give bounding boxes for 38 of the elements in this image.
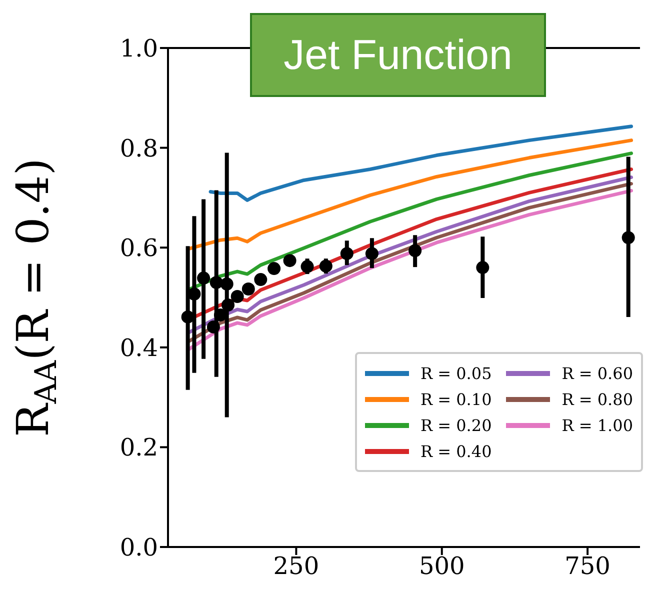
x-tick-label: 250	[273, 552, 320, 580]
y-tick-label: 0.6	[120, 234, 158, 262]
point	[254, 273, 268, 286]
legend-label: R = 0.20	[420, 416, 492, 434]
point	[408, 244, 422, 258]
point	[222, 298, 235, 312]
point	[300, 260, 314, 274]
legend-label: R = 1.00	[562, 416, 633, 434]
point	[340, 247, 354, 260]
y-tick-label: 0.0	[120, 534, 158, 562]
y-tick-label: 1.0	[120, 34, 158, 63]
legend-label: R = 0.60	[562, 364, 633, 382]
point	[476, 261, 490, 274]
y-tick-label: 0.2	[120, 434, 158, 462]
point	[214, 308, 227, 322]
x-tick-label: 500	[418, 552, 465, 580]
point	[220, 278, 234, 291]
point	[197, 272, 210, 285]
x-tick-label: 750	[564, 552, 610, 580]
legend-label: R = 0.05	[420, 364, 492, 382]
point	[365, 247, 378, 260]
chart-title: Jet Function	[250, 13, 546, 97]
point	[622, 231, 635, 244]
line-series	[208, 124, 634, 202]
legend-label: R = 0.40	[420, 442, 492, 460]
point	[188, 288, 201, 301]
point	[230, 290, 244, 303]
point	[283, 254, 296, 268]
point	[210, 276, 223, 290]
point	[206, 320, 220, 334]
point	[242, 282, 255, 296]
point	[268, 262, 281, 276]
y-tick-label: 0.4	[120, 334, 158, 362]
legend-label: R = 0.10	[420, 390, 492, 408]
point	[319, 260, 332, 273]
legend-label: R = 0.80	[562, 390, 633, 408]
point	[181, 310, 194, 324]
y-tick-label: 0.8	[120, 134, 158, 162]
